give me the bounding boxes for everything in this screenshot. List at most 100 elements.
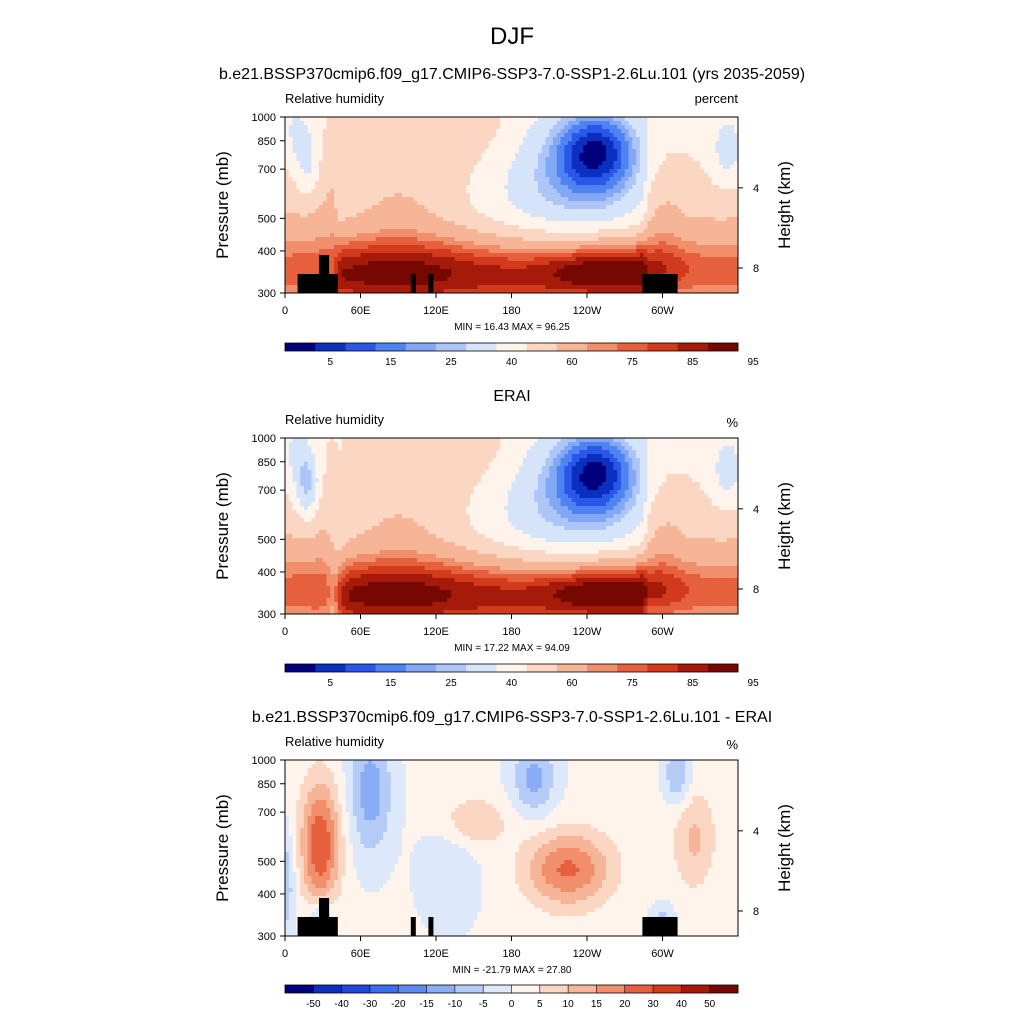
- field-cell: [443, 125, 448, 130]
- field-cell: [670, 185, 675, 190]
- field-cell: [443, 265, 448, 270]
- field-cell: [300, 129, 305, 134]
- field-cell: [696, 141, 701, 146]
- field-cell: [360, 173, 365, 178]
- field-cell: [469, 173, 475, 178]
- field-cell: [352, 249, 358, 254]
- field-cell: [285, 189, 290, 194]
- field-cell: [454, 125, 460, 130]
- field-cell: [375, 197, 380, 202]
- field-cell: [526, 173, 531, 178]
- field-cell: [364, 245, 369, 250]
- field-cell: [507, 157, 513, 162]
- field-cell: [719, 137, 724, 142]
- field-cell: [707, 181, 713, 186]
- field-cell: [715, 245, 720, 250]
- field-cell: [583, 257, 588, 262]
- field-cell: [356, 209, 362, 214]
- field-cell: [398, 197, 403, 202]
- field-cell: [394, 125, 399, 130]
- field-cell: [477, 149, 482, 154]
- field-cell: [352, 241, 358, 246]
- field-cell: [711, 229, 716, 234]
- field-cell: [454, 277, 460, 282]
- field-cell: [285, 125, 290, 130]
- field-cell: [379, 261, 384, 266]
- field-cell: [428, 205, 433, 210]
- field-cell: [394, 261, 399, 266]
- field-cell: [677, 241, 682, 246]
- field-cell: [413, 165, 418, 170]
- field-cell: [639, 117, 645, 122]
- field-cell: [651, 177, 656, 182]
- field-cell: [617, 161, 622, 166]
- field-cell: [334, 241, 339, 246]
- field-cell: [341, 189, 347, 194]
- field-cell: [564, 277, 569, 282]
- field-cell: [420, 241, 426, 246]
- field-cell: [700, 201, 705, 206]
- field-cell: [390, 125, 396, 130]
- field-cell: [707, 185, 713, 190]
- field-cell: [307, 133, 313, 138]
- field-cell: [454, 269, 460, 274]
- field-cell: [537, 177, 543, 182]
- field-cell: [617, 261, 622, 266]
- field-cell: [443, 169, 448, 174]
- field-cell: [590, 169, 596, 174]
- field-cell: [530, 189, 535, 194]
- field-cell: [688, 253, 694, 258]
- field-cell: [458, 273, 464, 278]
- field-cell: [579, 217, 584, 222]
- field-cell: [500, 117, 505, 122]
- field-cell: [488, 189, 494, 194]
- field-cell: [462, 165, 467, 170]
- field-cell: [556, 205, 562, 210]
- field-cell: [288, 277, 294, 282]
- field-cell: [726, 237, 732, 242]
- field-cell: [590, 249, 596, 254]
- field-cell: [405, 165, 411, 170]
- field-cell: [375, 233, 380, 238]
- field-cell: [398, 137, 403, 142]
- field-cell: [492, 253, 498, 258]
- field-cell: [462, 125, 467, 130]
- field-cell: [383, 201, 388, 206]
- field-cell: [647, 229, 652, 234]
- field-cell: [530, 261, 535, 266]
- field-cell: [326, 249, 331, 254]
- field-cell: [352, 261, 358, 266]
- field-cell: [303, 229, 309, 234]
- field-cell: [386, 241, 392, 246]
- field-cell: [481, 141, 486, 146]
- field-cell: [288, 245, 294, 250]
- field-cell: [443, 277, 448, 282]
- field-cell: [402, 265, 407, 270]
- field-cell: [620, 217, 626, 222]
- field-cell: [662, 157, 667, 162]
- field-cell: [413, 261, 418, 266]
- field-cell: [379, 173, 384, 178]
- field-cell: [405, 233, 411, 238]
- field-cell: [636, 133, 641, 138]
- field-cell: [620, 205, 626, 210]
- field-cell: [311, 237, 316, 242]
- field-cell: [349, 265, 354, 270]
- field-cell: [307, 245, 313, 250]
- field-cell: [685, 253, 690, 258]
- field-cell: [692, 173, 698, 178]
- field-cell: [579, 161, 584, 166]
- field-cell: [707, 165, 713, 170]
- field-cell: [530, 201, 535, 206]
- field-cell: [485, 221, 490, 226]
- field-cell: [666, 153, 671, 158]
- field-cell: [371, 117, 377, 122]
- field-cell: [315, 125, 320, 130]
- field-cell: [462, 213, 467, 218]
- field-cell: [719, 197, 724, 202]
- field-cell: [485, 173, 490, 178]
- field-cell: [292, 237, 297, 242]
- field-cell: [390, 209, 396, 214]
- field-cell: [715, 277, 720, 282]
- field-cell: [688, 273, 694, 278]
